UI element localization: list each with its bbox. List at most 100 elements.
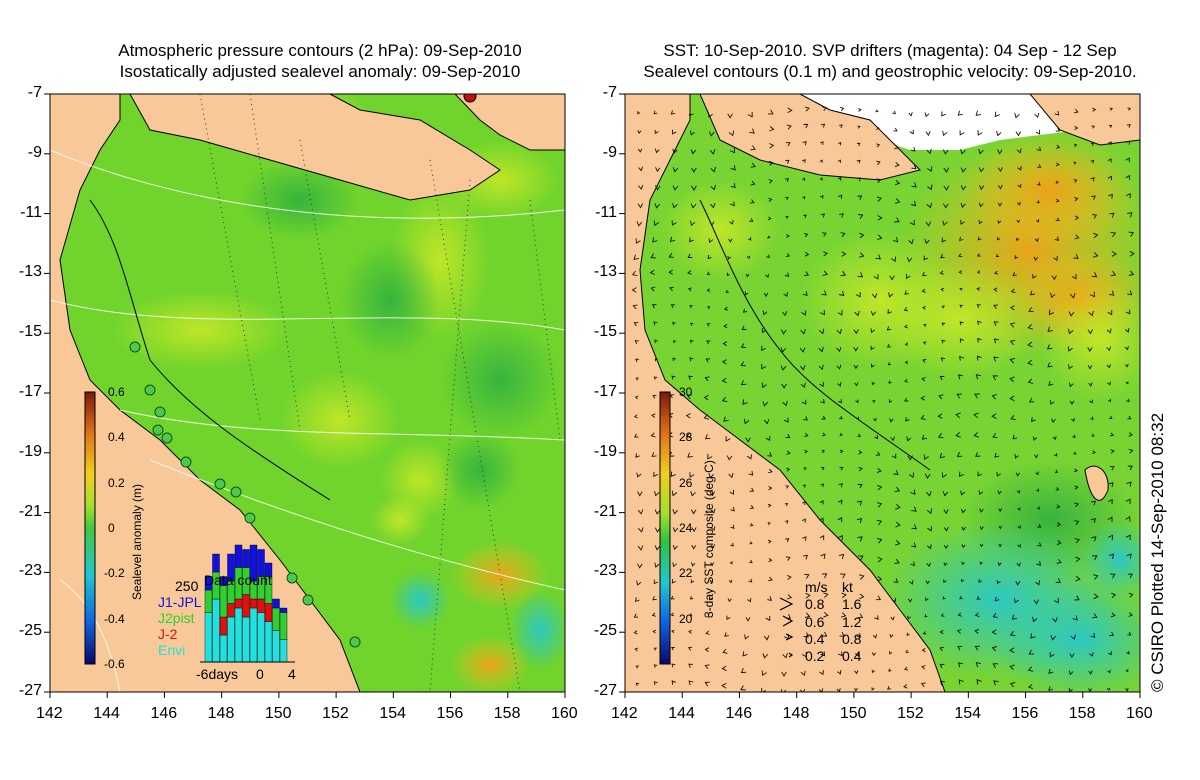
velocity-arrow — [975, 110, 981, 116]
velocity-arrow — [997, 562, 1002, 567]
x-tick-label-right: 156 — [1011, 705, 1039, 722]
velocity-arrow — [1110, 432, 1115, 437]
velocity-arrow — [1055, 217, 1060, 222]
velocity-arrow — [668, 269, 673, 275]
velocity-arrow — [767, 235, 771, 239]
velocity-arrow — [672, 185, 679, 191]
velocity-arrow — [976, 304, 981, 308]
velocity-arrow — [710, 184, 716, 191]
histogram-bar — [242, 549, 250, 568]
velocity-arrow — [957, 612, 962, 617]
velocity-arrow — [637, 545, 644, 551]
velocity-arrow — [875, 595, 882, 601]
velocity-arrow — [690, 491, 696, 497]
velocity-arrow — [993, 321, 999, 326]
velocity-arrow — [652, 237, 658, 243]
velocity-arrow — [870, 345, 875, 351]
velocity-arrow — [1055, 162, 1060, 167]
velocity-arrow — [749, 199, 755, 204]
velocity-arrow — [943, 167, 950, 173]
velocity-arrow — [998, 508, 1003, 512]
velocity-arrow — [959, 355, 964, 361]
velocity-arrow — [804, 573, 810, 579]
velocity-arrow — [1037, 524, 1042, 528]
velocity-arrow — [740, 685, 746, 691]
velocity-arrow — [958, 471, 964, 477]
velocity-arrow — [1031, 417, 1036, 422]
velocity-arrow — [1127, 290, 1133, 296]
velocity-arrow — [1056, 540, 1062, 546]
velocity-arrow — [1126, 124, 1131, 128]
histogram-bar — [249, 544, 258, 582]
velocity-arrow — [1126, 140, 1131, 145]
velocity-arrow — [703, 414, 710, 420]
velocity-arrow — [819, 670, 824, 676]
velocity-arrow — [1091, 195, 1096, 200]
velocity-arrow — [943, 579, 947, 584]
left-pressure-contours — [50, 149, 565, 692]
velocity-arrow — [1029, 290, 1035, 296]
velocity-arrow — [747, 454, 752, 460]
velocity-arrow — [1127, 107, 1132, 111]
velocity-arrow — [723, 416, 729, 422]
velocity-arrow — [890, 436, 895, 442]
velocity-arrow — [993, 304, 998, 309]
velocity-arrow — [854, 670, 859, 675]
velocity-arrow — [762, 653, 769, 659]
velocity-arrow — [633, 613, 639, 618]
velocity-arrow — [997, 202, 1003, 207]
velocity-arrow — [638, 166, 644, 172]
y-tick-label-left: -23 — [18, 562, 42, 580]
velocity-arrow — [803, 233, 809, 238]
velocity-arrow — [723, 323, 728, 329]
velocity-arrow — [857, 613, 864, 619]
velocity-arrow — [1107, 534, 1113, 541]
velocity-arrow — [1035, 471, 1039, 476]
velocity-arrow — [921, 434, 927, 440]
velocity-arrow — [1108, 141, 1112, 146]
velocity-arrow — [991, 646, 998, 652]
velocity-arrow — [803, 416, 808, 421]
velocity-arrow — [651, 612, 656, 617]
velocity-arrow — [671, 220, 677, 226]
velocity-arrow — [1127, 573, 1133, 579]
velocity-arrow — [818, 346, 824, 353]
velocity-arrow — [671, 680, 676, 685]
velocity-arrow — [766, 254, 770, 259]
velocity-arrow — [906, 632, 910, 636]
velocity-arrow — [636, 472, 642, 478]
velocity-arrow — [838, 553, 845, 560]
velocity-arrow — [819, 194, 824, 199]
x-tick-label-right: 148 — [782, 705, 810, 722]
velocity-arrow — [905, 649, 909, 653]
velocity-arrow — [1054, 236, 1060, 241]
velocity-arrow — [1106, 328, 1112, 334]
velocity-arrow — [840, 232, 846, 238]
velocity-arrow — [838, 534, 843, 541]
velocity-arrow — [926, 148, 932, 155]
y-tick-label-right: -23 — [593, 562, 617, 580]
velocity-arrow — [926, 202, 932, 209]
velocity-arrow — [654, 185, 661, 191]
velocity-arrow — [1092, 574, 1099, 580]
legend-j1-jpl: J1-JPL — [158, 594, 202, 610]
velocity-arrow — [653, 110, 658, 115]
velocity-arrow — [923, 255, 929, 261]
velocity-arrow — [978, 579, 982, 583]
velocity-arrow — [819, 309, 825, 316]
velocity-arrow — [1048, 381, 1054, 386]
velocity-arrow — [1027, 324, 1033, 330]
velocity-arrow — [1127, 465, 1133, 471]
velocity-arrow — [728, 472, 734, 479]
velocity-arrow — [768, 179, 773, 184]
velocity-arrow — [960, 148, 966, 155]
velocity-arrow — [838, 651, 843, 657]
velocity-arrow — [802, 196, 806, 200]
legend-j2pist: J2pist — [158, 610, 195, 626]
velocity-arrow — [1054, 469, 1058, 473]
velocity-arrow — [943, 562, 948, 567]
velocity-arrow — [876, 126, 880, 130]
velocity-arrow — [857, 500, 863, 506]
velocity-arrow — [819, 517, 824, 523]
